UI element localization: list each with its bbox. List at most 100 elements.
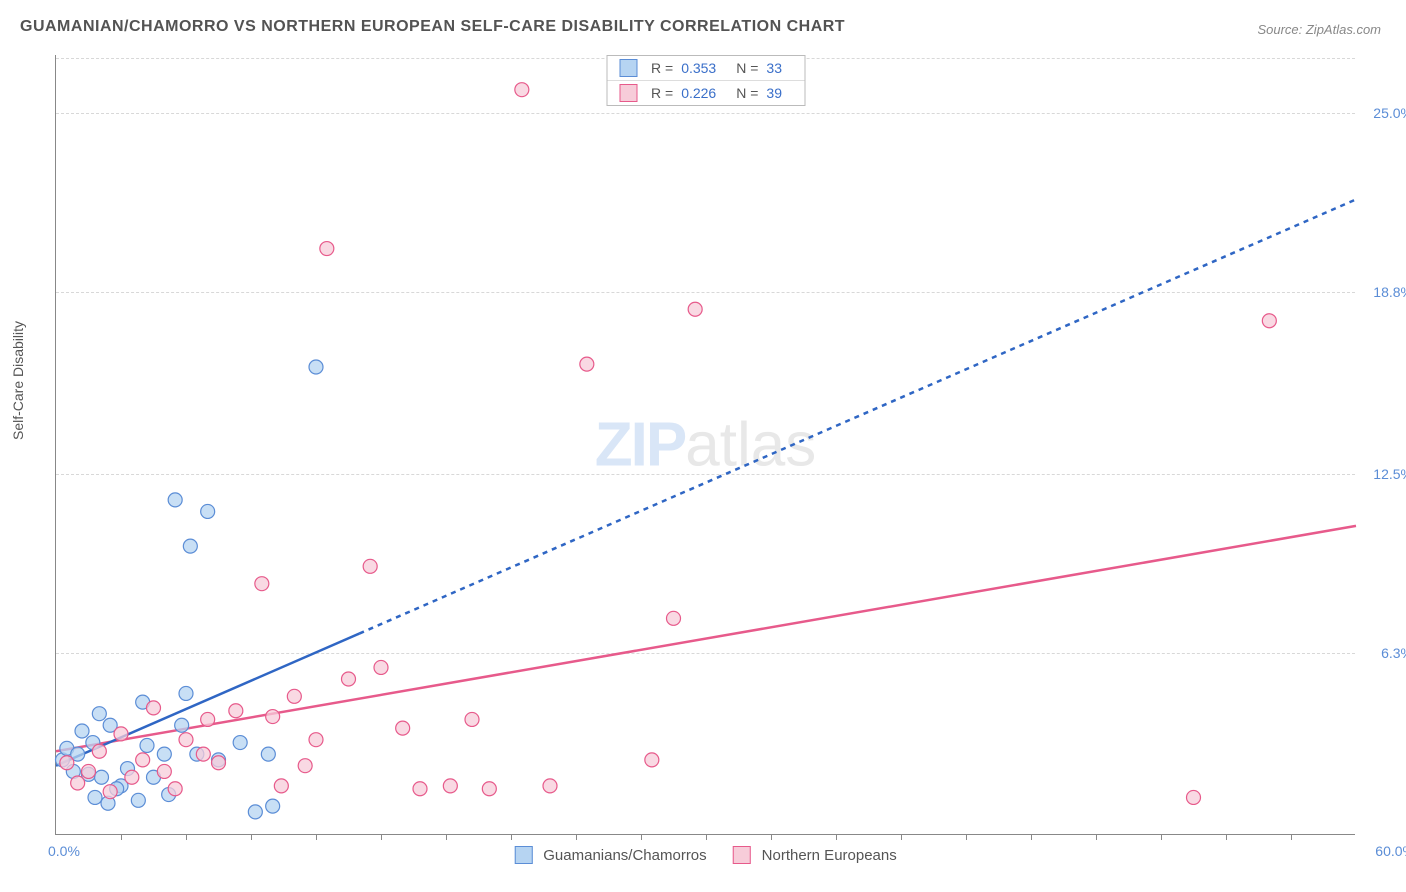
data-point — [287, 689, 301, 703]
data-point — [443, 779, 457, 793]
data-point — [179, 733, 193, 747]
data-point — [147, 701, 161, 715]
legend-item-pink: Northern Europeans — [733, 846, 897, 864]
source-caption: Source: ZipAtlas.com — [1257, 22, 1381, 37]
data-point — [667, 611, 681, 625]
data-point — [103, 785, 117, 799]
data-point — [92, 744, 106, 758]
data-point — [168, 493, 182, 507]
x-tick — [966, 834, 967, 840]
chart-title: GUAMANIAN/CHAMORRO VS NORTHERN EUROPEAN … — [20, 18, 845, 36]
data-point — [543, 779, 557, 793]
data-point — [60, 756, 74, 770]
data-point — [309, 360, 323, 374]
stats-row-blue: R = 0.353 N = 33 — [607, 56, 804, 80]
data-point — [71, 776, 85, 790]
data-point — [196, 747, 210, 761]
data-point — [515, 83, 529, 97]
data-point — [82, 764, 96, 778]
x-tick — [381, 834, 382, 840]
x-tick — [121, 834, 122, 840]
y-tick-label: 18.8% — [1373, 284, 1406, 300]
r-label: R = — [651, 85, 673, 101]
data-point — [179, 686, 193, 700]
x-tick — [316, 834, 317, 840]
data-point — [274, 779, 288, 793]
data-point — [261, 747, 275, 761]
data-point — [413, 782, 427, 796]
data-point — [396, 721, 410, 735]
data-point — [580, 357, 594, 371]
scatter-svg — [56, 55, 1355, 834]
data-point — [157, 764, 171, 778]
x-tick — [576, 834, 577, 840]
legend-item-blue: Guamanians/Chamorros — [514, 846, 706, 864]
data-point — [92, 707, 106, 721]
n-label: N = — [736, 60, 758, 76]
x-tick — [1291, 834, 1292, 840]
data-point — [229, 704, 243, 718]
n-value-blue: 33 — [766, 60, 782, 76]
x-tick — [511, 834, 512, 840]
x-tick — [1161, 834, 1162, 840]
x-tick — [251, 834, 252, 840]
data-point — [266, 710, 280, 724]
square-icon — [619, 84, 637, 102]
data-point — [212, 756, 226, 770]
data-point — [1262, 314, 1276, 328]
data-point — [374, 660, 388, 674]
x-tick — [771, 834, 772, 840]
r-value-pink: 0.226 — [681, 85, 716, 101]
data-point — [75, 724, 89, 738]
x-tick — [706, 834, 707, 840]
data-point — [320, 242, 334, 256]
data-point — [248, 805, 262, 819]
x-tick — [186, 834, 187, 840]
plot-area: ZIPatlas 6.3%12.5%18.8%25.0% 0.0% 60.0% … — [55, 55, 1355, 835]
y-tick-label: 25.0% — [1373, 105, 1406, 121]
data-point — [136, 753, 150, 767]
data-point — [168, 782, 182, 796]
x-tick — [1031, 834, 1032, 840]
x-tick — [446, 834, 447, 840]
data-point — [688, 302, 702, 316]
data-point — [88, 790, 102, 804]
data-point — [125, 770, 139, 784]
data-point — [201, 504, 215, 518]
data-point — [645, 753, 659, 767]
data-point — [465, 712, 479, 726]
square-icon — [619, 59, 637, 77]
series-legend: Guamanians/Chamorros Northern Europeans — [514, 846, 897, 864]
stats-legend: R = 0.353 N = 33 R = 0.226 N = 39 — [606, 55, 805, 106]
data-point — [131, 793, 145, 807]
data-point — [157, 747, 171, 761]
data-point — [140, 738, 154, 752]
data-point — [175, 718, 189, 732]
data-point — [482, 782, 496, 796]
x-tick — [901, 834, 902, 840]
data-point — [95, 770, 109, 784]
x-tick — [641, 834, 642, 840]
square-icon — [514, 846, 532, 864]
stats-row-pink: R = 0.226 N = 39 — [607, 80, 804, 105]
x-axis-max-label: 60.0% — [1375, 843, 1406, 859]
r-value-blue: 0.353 — [681, 60, 716, 76]
x-tick — [836, 834, 837, 840]
data-point — [309, 733, 323, 747]
data-point — [266, 799, 280, 813]
legend-label-blue: Guamanians/Chamorros — [543, 847, 706, 864]
x-axis-min-label: 0.0% — [48, 843, 80, 859]
data-point — [363, 559, 377, 573]
data-point — [298, 759, 312, 773]
x-tick — [1226, 834, 1227, 840]
n-value-pink: 39 — [766, 85, 782, 101]
r-label: R = — [651, 60, 673, 76]
y-tick-label: 6.3% — [1381, 645, 1406, 661]
y-axis-label: Self-Care Disability — [10, 321, 26, 440]
data-point — [255, 577, 269, 591]
data-point — [114, 727, 128, 741]
y-tick-label: 12.5% — [1373, 466, 1406, 482]
legend-label-pink: Northern Europeans — [762, 847, 897, 864]
trend-line — [359, 199, 1356, 633]
data-point — [1187, 790, 1201, 804]
